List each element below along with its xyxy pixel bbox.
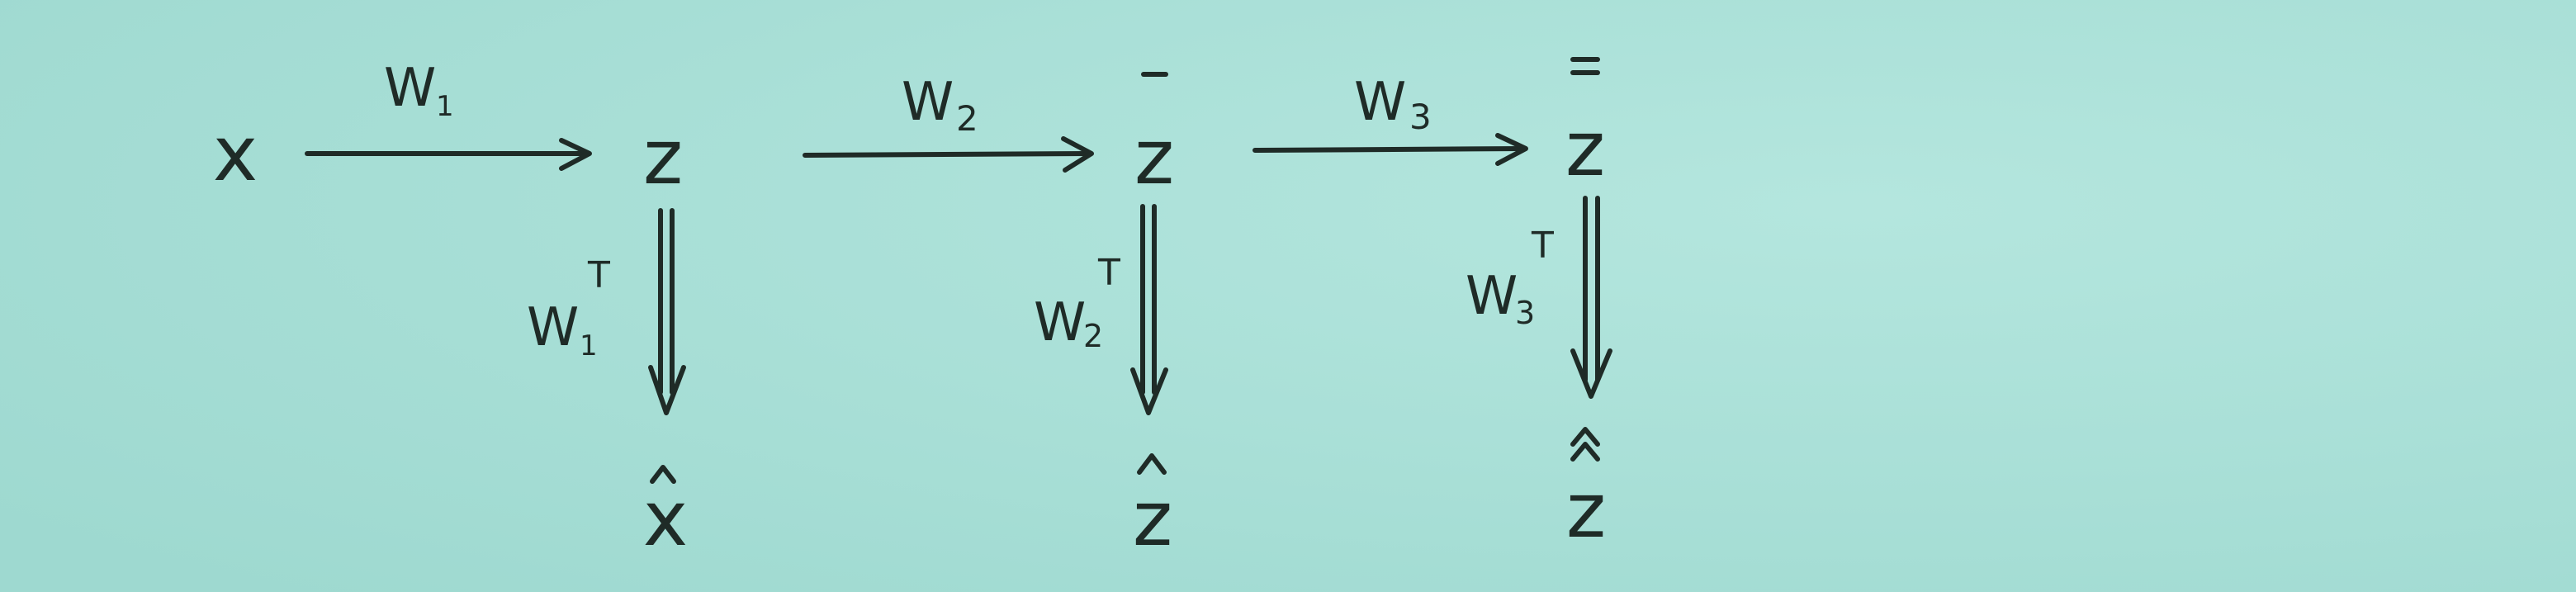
node-z-hat2: z xyxy=(1566,466,1606,555)
label-w3t-superscript: T xyxy=(1531,225,1554,267)
forward-arrow-w3 xyxy=(1252,133,1528,166)
node-x-hat: x xyxy=(643,475,688,563)
label-w1: W 1 xyxy=(384,58,454,123)
label-w2: W 2 xyxy=(902,72,978,139)
label-w1t-base: W xyxy=(527,297,579,358)
forward-arrow-w1 xyxy=(305,138,592,171)
label-w2t-superscript: T xyxy=(1097,252,1120,294)
hat-mark-z-hat xyxy=(1137,453,1167,475)
label-w1t-superscript: T xyxy=(587,254,610,296)
double-arrow-w3t xyxy=(1570,196,1612,399)
label-w1-base: W xyxy=(384,58,436,119)
label-w3t-base: W xyxy=(1466,266,1518,327)
node-x: x xyxy=(213,110,258,198)
label-w2t: W 2 T xyxy=(1034,252,1120,354)
label-w3-base: W xyxy=(1354,72,1406,133)
label-w2t-base: W xyxy=(1034,292,1086,353)
label-w2-base: W xyxy=(902,72,954,133)
hat-mark-z-hat2-lower xyxy=(1570,442,1600,462)
label-w1t: W 1 T xyxy=(527,254,610,362)
label-w1-subscript: 1 xyxy=(436,90,454,123)
hat-mark-z-hat2-upper xyxy=(1570,427,1600,447)
double-arrow-w2t xyxy=(1130,204,1168,415)
node-z-dbar: z xyxy=(1565,105,1605,193)
node-z-hat: z xyxy=(1133,475,1172,563)
label-w2t-subscript: 2 xyxy=(1083,318,1103,354)
label-w3t: W 3 T xyxy=(1466,225,1554,331)
node-z-bar: z xyxy=(1134,113,1174,201)
label-w3: W 3 xyxy=(1354,72,1432,137)
label-w3-subscript: 3 xyxy=(1409,97,1432,137)
label-w1t-subscript: 1 xyxy=(580,329,598,362)
node-z: z xyxy=(643,113,683,201)
hat-mark-x-hat xyxy=(650,465,676,484)
double-arrow-w1t xyxy=(648,208,686,415)
forward-arrow-w2 xyxy=(803,136,1094,173)
label-w2-subscript: 2 xyxy=(956,98,978,139)
label-w3t-subscript: 3 xyxy=(1515,295,1535,331)
